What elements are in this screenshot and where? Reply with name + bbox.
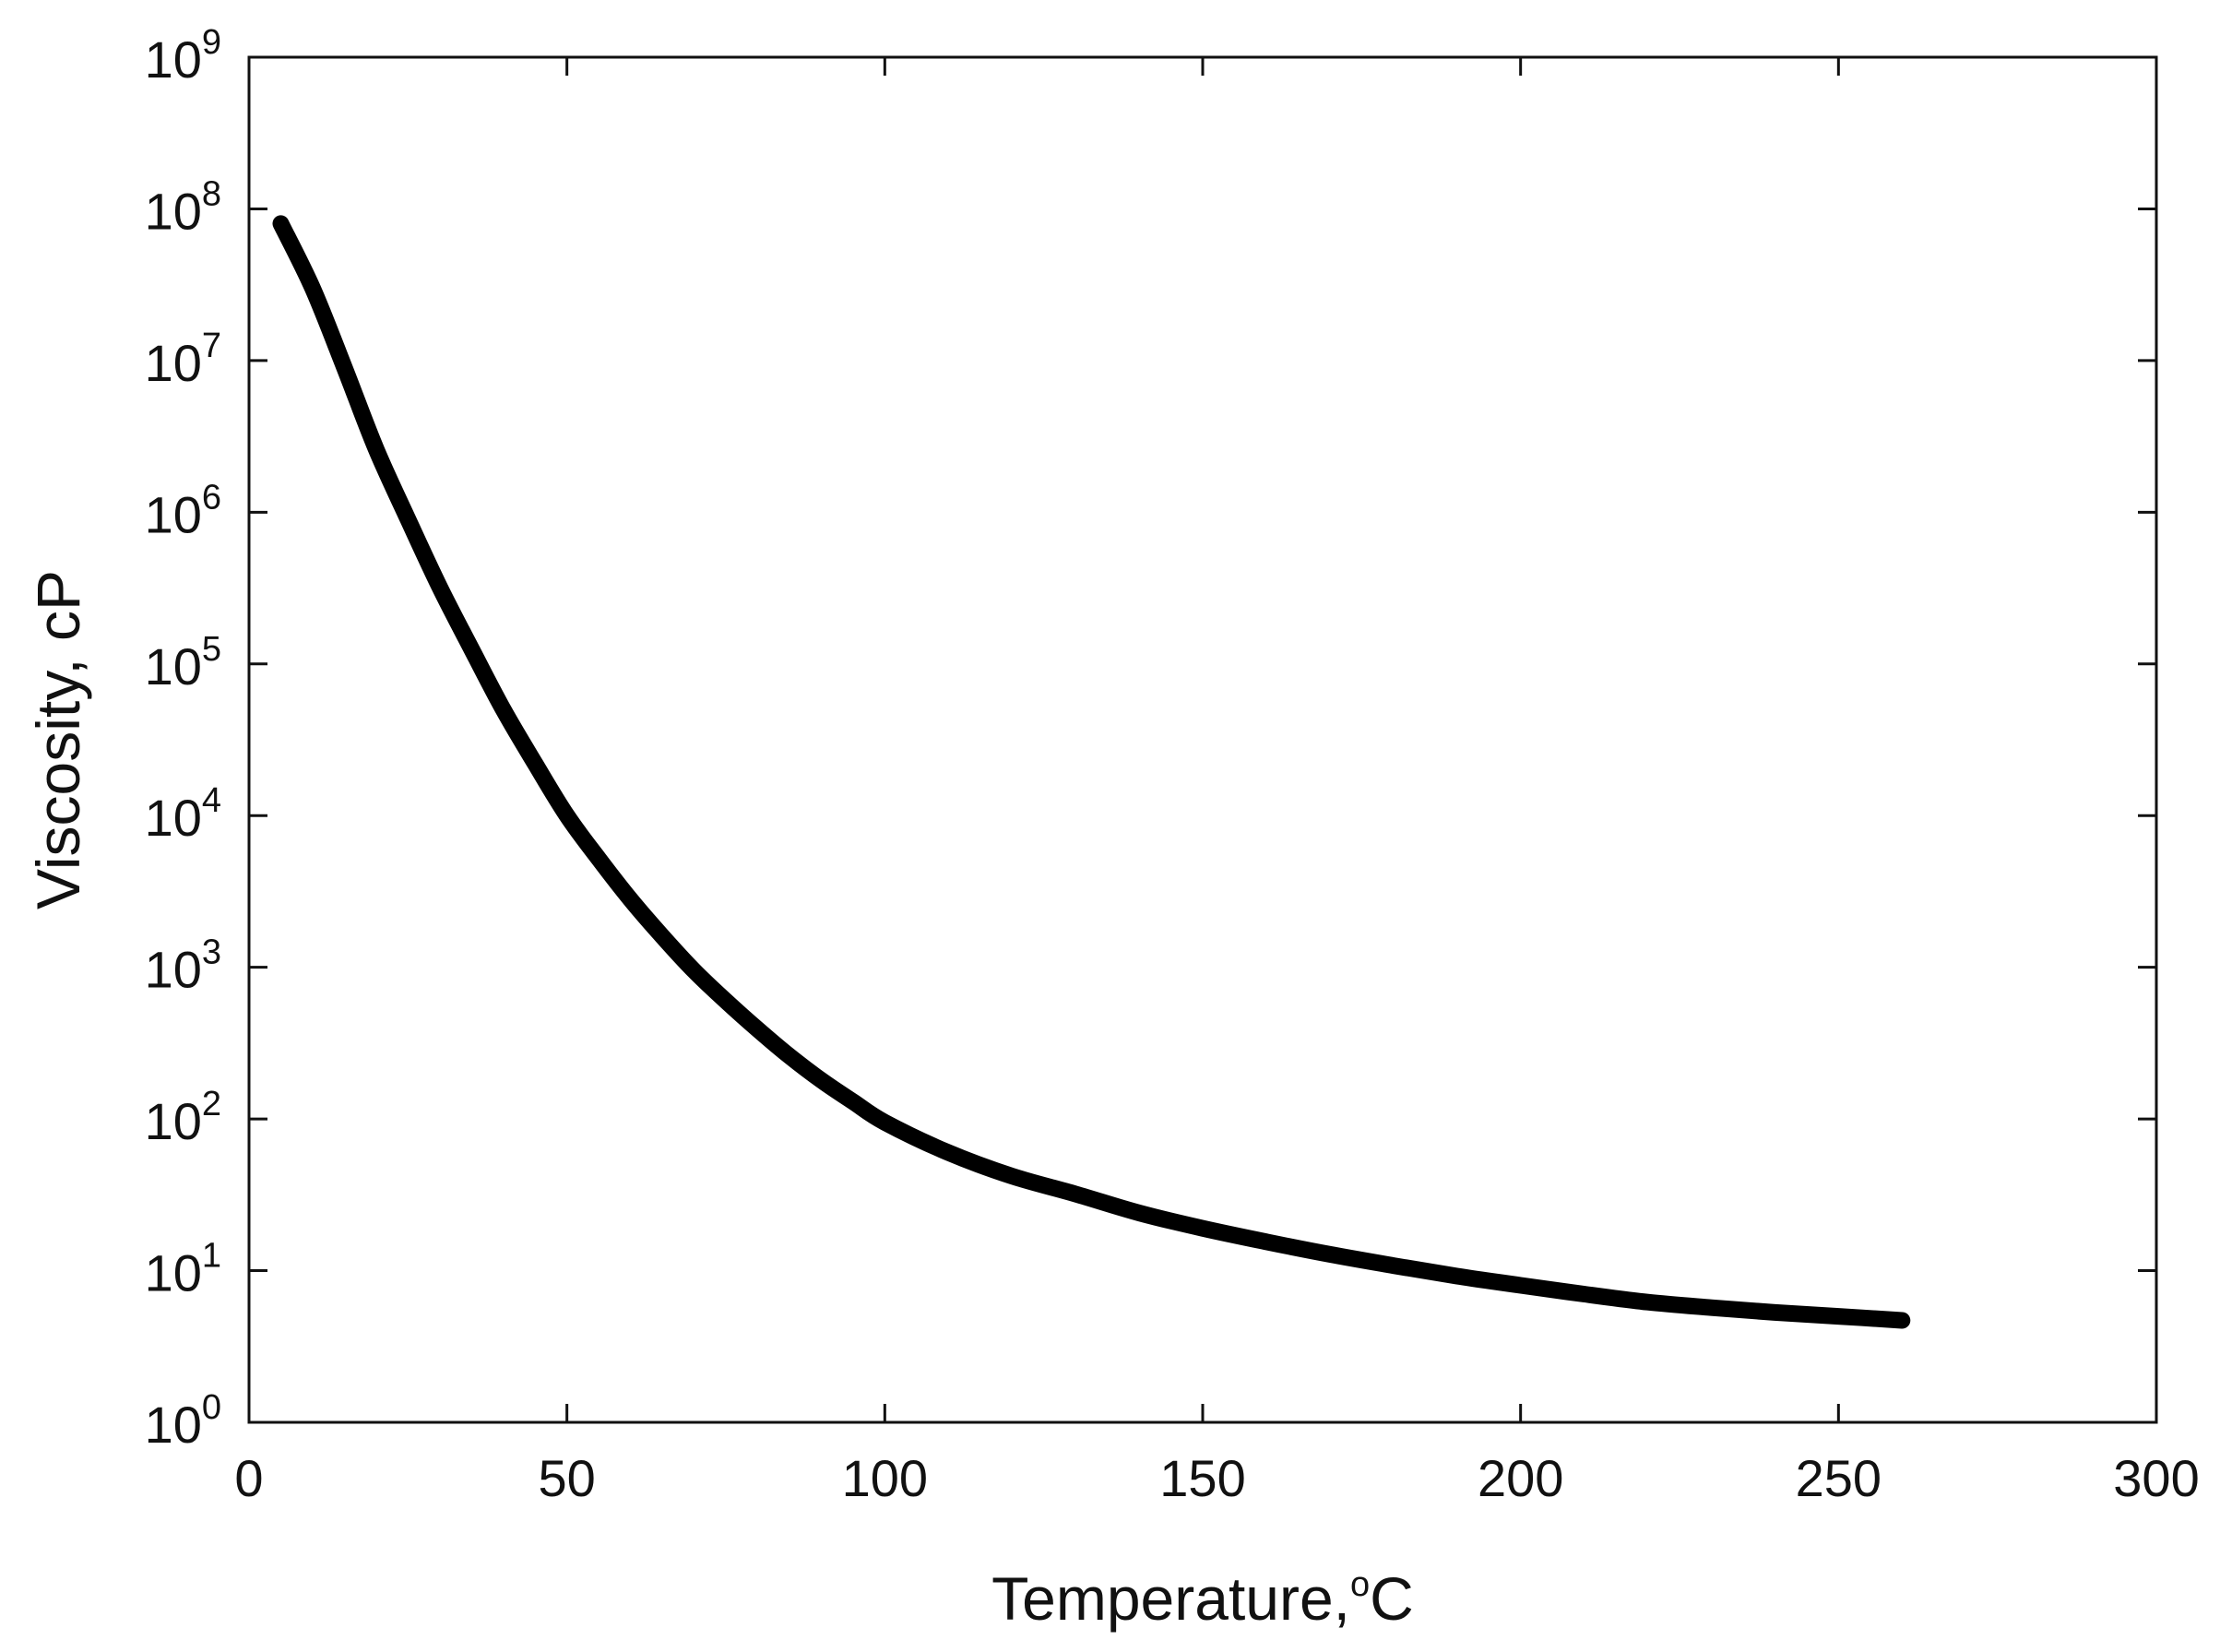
y-tick-label-exponent: 9: [202, 23, 221, 62]
y-tick-label: 102: [145, 1085, 221, 1150]
y-tick-label: 103: [145, 933, 221, 999]
x-axis-title-unit-sup: o: [1350, 1565, 1370, 1604]
y-tick-label-base: 10: [145, 485, 202, 543]
y-tick-label-base: 10: [145, 941, 202, 999]
y-tick-label: 107: [145, 327, 221, 392]
x-tick-label: 50: [539, 1449, 596, 1507]
y-tick-label-base: 10: [145, 637, 202, 695]
y-tick-label: 106: [145, 478, 221, 543]
y-tick-label-exponent: 2: [202, 1085, 221, 1123]
series-layer: [272, 215, 1911, 1329]
y-tick-label: 100: [145, 1388, 221, 1454]
y-tick-label-exponent: 0: [202, 1388, 221, 1427]
x-axis-title-unit: C: [1370, 1564, 1414, 1633]
x-axis-title-text: Temperature,: [991, 1564, 1350, 1633]
y-tick-label: 105: [145, 630, 221, 695]
y-tick-label-exponent: 8: [202, 174, 221, 213]
y-tick-label-exponent: 4: [202, 781, 221, 820]
y-tick-label-exponent: 1: [202, 1237, 221, 1276]
y-tick-label: 104: [145, 781, 221, 847]
y-tick-label: 108: [145, 174, 221, 240]
x-tick-label: 0: [234, 1449, 263, 1507]
x-tick-label: 150: [1159, 1449, 1245, 1507]
y-tick-label-base: 10: [145, 182, 202, 240]
labels-layer: 0 50 100 150 200 250 3001001011021031041051061…: [145, 23, 2200, 1507]
y-tick-label-exponent: 6: [202, 478, 221, 517]
y-tick-label: 101: [145, 1237, 221, 1302]
y-tick-label-base: 10: [145, 1396, 202, 1454]
y-tick-label-base: 10: [145, 789, 202, 847]
y-tick-label-base: 10: [145, 334, 202, 392]
y-tick-label-exponent: 3: [202, 933, 221, 972]
y-tick-label: 109: [145, 23, 221, 89]
y-tick-label-exponent: 5: [202, 630, 221, 669]
y-tick-label-base: 10: [145, 1244, 202, 1302]
x-axis-title: Temperature,oC: [991, 1564, 1414, 1633]
plot-frame: [247, 55, 2158, 1424]
x-tick-label: 200: [1478, 1449, 1563, 1507]
y-axis-title: Viscosity, cP: [24, 570, 92, 909]
y-tick-label-base: 10: [145, 1092, 202, 1150]
x-tick-label: 300: [2113, 1449, 2199, 1507]
y-tick-label-base: 10: [145, 30, 202, 89]
x-tick-label: 250: [1796, 1449, 1882, 1507]
x-tick-label: 100: [842, 1449, 928, 1507]
y-tick-label-exponent: 7: [202, 327, 221, 365]
viscosity-curve: [272, 215, 1911, 1329]
